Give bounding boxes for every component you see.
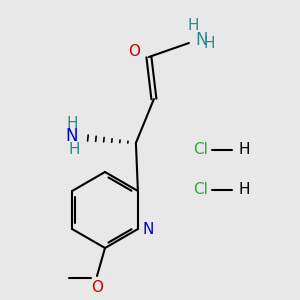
Text: H: H — [238, 142, 250, 158]
Text: N: N — [195, 31, 207, 49]
Text: H: H — [203, 37, 215, 52]
Text: N: N — [65, 127, 78, 145]
Text: O: O — [91, 280, 103, 295]
Text: Cl: Cl — [193, 182, 208, 197]
Text: N: N — [143, 221, 154, 236]
Text: Cl: Cl — [193, 142, 208, 158]
Text: H: H — [66, 116, 78, 131]
Text: H: H — [187, 19, 199, 34]
Text: H: H — [68, 142, 80, 157]
Text: O: O — [128, 44, 140, 59]
Text: H: H — [238, 182, 250, 197]
